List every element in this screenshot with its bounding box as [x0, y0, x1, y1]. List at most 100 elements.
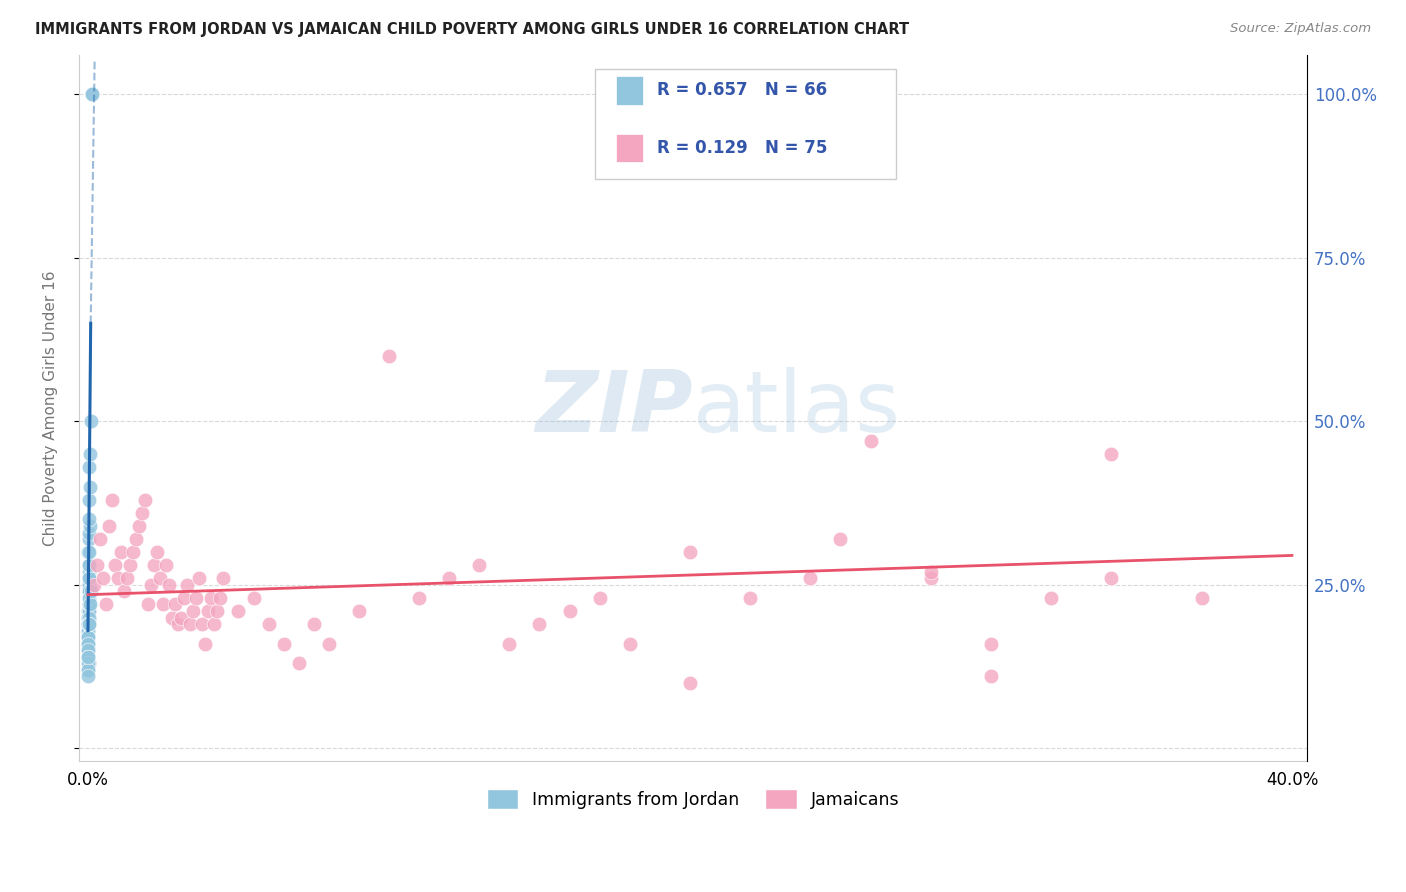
Point — [77, 649, 100, 664]
Point — [80, 87, 103, 102]
Point — [186, 591, 208, 605]
Point — [155, 558, 177, 573]
Point — [77, 617, 100, 632]
Point — [980, 669, 1002, 683]
Point — [77, 657, 100, 671]
Point — [80, 584, 103, 599]
Point — [191, 617, 214, 632]
Point — [468, 558, 491, 573]
Text: atlas: atlas — [693, 367, 901, 450]
Point — [77, 637, 100, 651]
Point — [378, 349, 401, 363]
Text: R = 0.657   N = 66: R = 0.657 N = 66 — [658, 81, 828, 99]
Point — [77, 578, 100, 592]
Point — [679, 676, 702, 690]
Point — [152, 598, 174, 612]
Point — [77, 637, 100, 651]
Point — [77, 663, 100, 677]
Point — [86, 558, 108, 573]
Point — [242, 591, 264, 605]
Point — [77, 584, 100, 599]
Point — [77, 649, 100, 664]
Point — [170, 610, 193, 624]
Point — [77, 663, 100, 677]
Point — [128, 519, 150, 533]
Point — [167, 617, 190, 632]
Point — [77, 492, 100, 507]
Point — [77, 558, 100, 573]
Point — [146, 545, 169, 559]
FancyBboxPatch shape — [595, 70, 896, 178]
Point — [77, 598, 100, 612]
Point — [77, 649, 100, 664]
Point — [176, 578, 198, 592]
Point — [77, 624, 100, 638]
Text: ZIP: ZIP — [536, 367, 693, 450]
Point — [165, 598, 187, 612]
Point — [77, 630, 100, 644]
Point — [1099, 447, 1122, 461]
Point — [77, 610, 100, 624]
Point — [77, 630, 100, 644]
Point — [110, 545, 132, 559]
FancyBboxPatch shape — [616, 77, 643, 104]
Point — [77, 604, 100, 618]
Point — [77, 598, 100, 612]
Point — [77, 604, 100, 618]
Point — [77, 617, 100, 632]
Point — [141, 578, 163, 592]
Point — [77, 637, 100, 651]
Point — [77, 532, 100, 546]
Point — [77, 610, 100, 624]
Point — [347, 604, 370, 618]
Point — [77, 657, 100, 671]
Point — [77, 643, 100, 657]
Point — [91, 571, 114, 585]
Point — [77, 571, 100, 585]
Point — [79, 545, 101, 559]
Point — [131, 506, 153, 520]
Point — [98, 519, 121, 533]
Text: R = 0.129   N = 75: R = 0.129 N = 75 — [658, 139, 828, 157]
Point — [77, 624, 100, 638]
Point — [679, 545, 702, 559]
Point — [207, 604, 229, 618]
Point — [1191, 591, 1213, 605]
Point — [77, 624, 100, 638]
Point — [498, 637, 520, 651]
Point — [194, 637, 217, 651]
Point — [77, 598, 100, 612]
Point — [859, 434, 882, 448]
Text: IMMIGRANTS FROM JORDAN VS JAMAICAN CHILD POVERTY AMONG GIRLS UNDER 16 CORRELATIO: IMMIGRANTS FROM JORDAN VS JAMAICAN CHILD… — [35, 22, 910, 37]
Point — [188, 571, 211, 585]
Point — [200, 591, 222, 605]
Point — [79, 447, 101, 461]
FancyBboxPatch shape — [616, 134, 643, 162]
Point — [302, 617, 325, 632]
Point — [77, 578, 100, 592]
Point — [107, 571, 129, 585]
Point — [162, 610, 184, 624]
Point — [77, 617, 100, 632]
Point — [79, 519, 101, 533]
Point — [799, 571, 821, 585]
Point — [273, 637, 295, 651]
Point — [134, 492, 156, 507]
Point — [125, 532, 148, 546]
Point — [115, 571, 138, 585]
Point — [257, 617, 280, 632]
Point — [173, 591, 195, 605]
Point — [94, 598, 117, 612]
Point — [529, 617, 551, 632]
Point — [143, 558, 166, 573]
Point — [77, 610, 100, 624]
Point — [408, 591, 430, 605]
Point — [558, 604, 581, 618]
Point — [197, 604, 219, 618]
Point — [83, 578, 105, 592]
Point — [120, 558, 142, 573]
Point — [77, 617, 100, 632]
Point — [77, 584, 100, 599]
Point — [77, 610, 100, 624]
Point — [179, 617, 201, 632]
